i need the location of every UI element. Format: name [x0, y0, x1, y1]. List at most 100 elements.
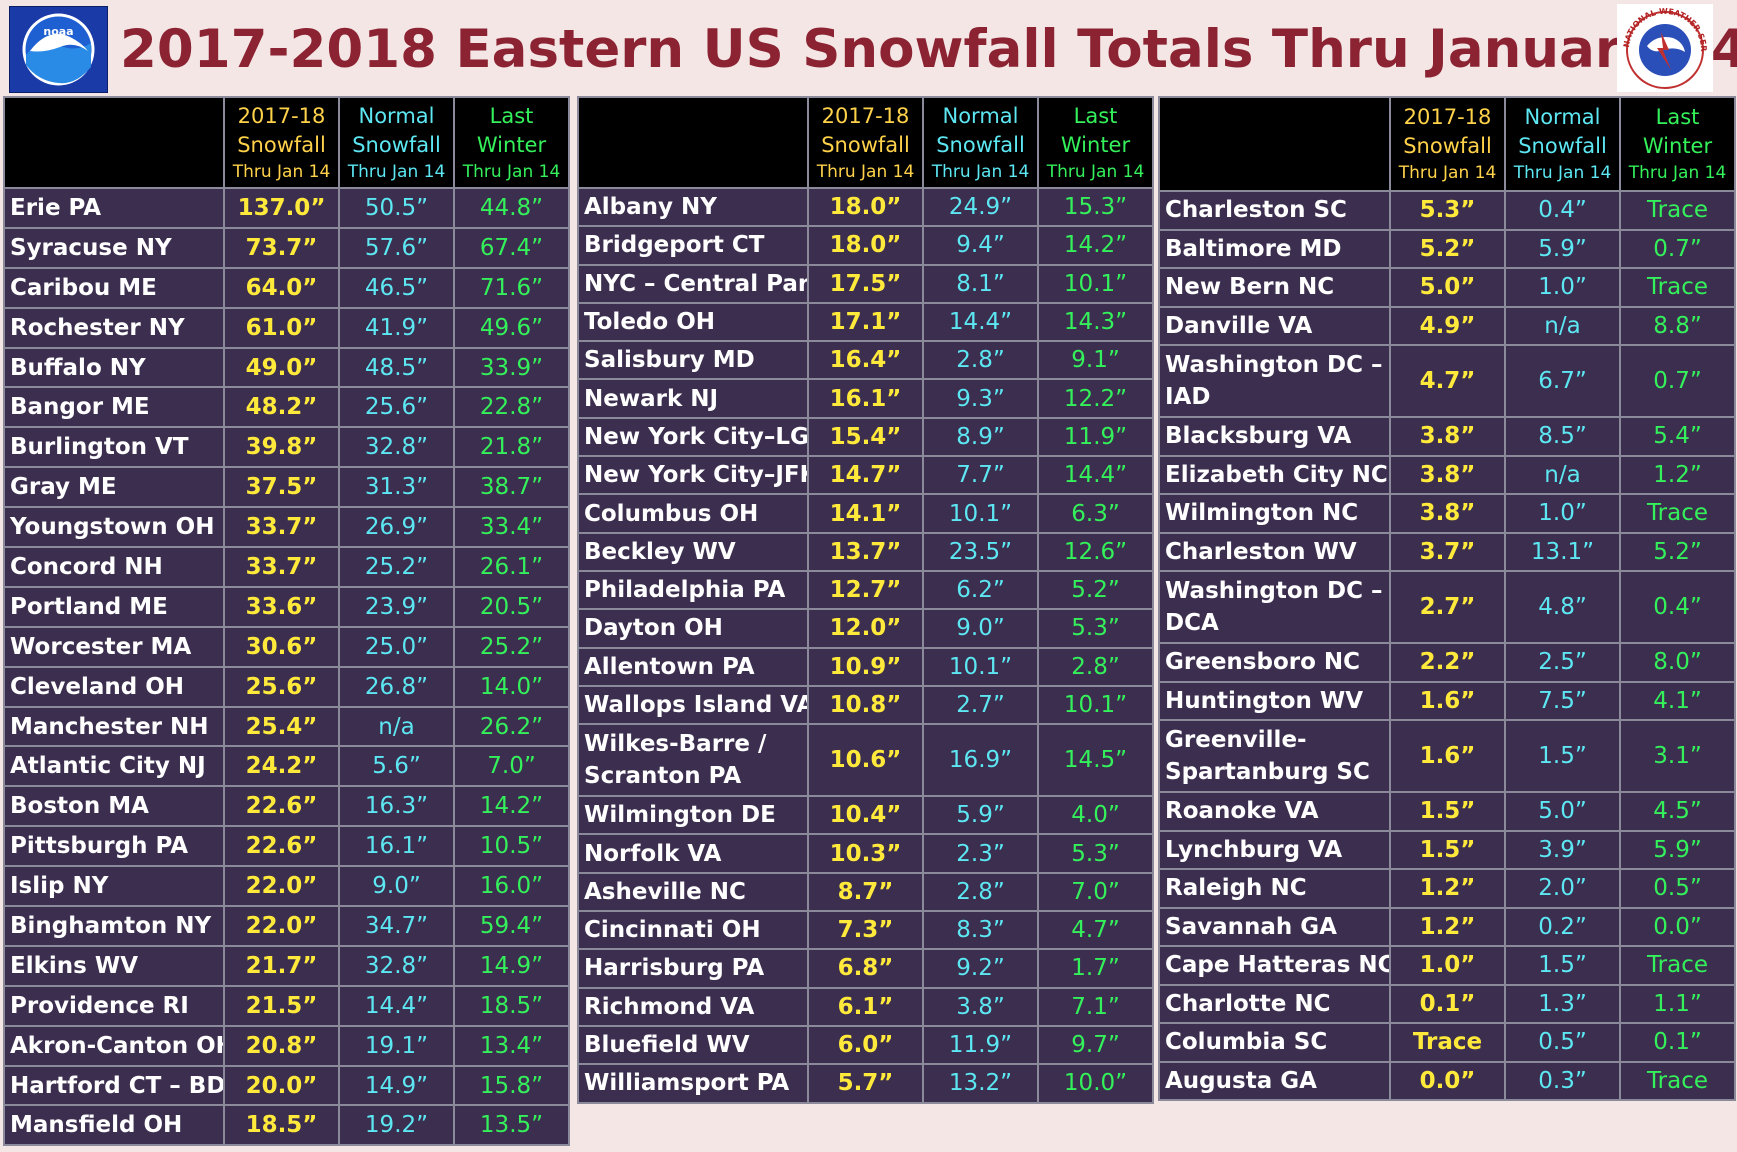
- city-cell: Concord NH: [3, 546, 225, 588]
- last-winter-cell: 0.4”: [1619, 570, 1736, 644]
- snowfall-cell: 33.7”: [223, 546, 340, 588]
- normal-cell: 7.7”: [922, 455, 1039, 496]
- city-cell: Allentown PA: [577, 646, 809, 687]
- table-body: Albany NY 18.0” 24.9” 15.3” Bridgeport CT 18.…: [577, 186, 1154, 1104]
- city-cell: Beckley WV: [577, 531, 809, 572]
- table-row: Binghamton NY 22.0” 34.7” 59.4”: [3, 905, 570, 947]
- snowfall-cell: 6.0”: [807, 1024, 924, 1066]
- snowfall-cell: 12.0”: [807, 608, 924, 649]
- snowfall-cell: 8.7”: [807, 871, 924, 913]
- city-cell: Elkins WV: [3, 944, 225, 987]
- table-row: Wilmington DE 10.4” 5.9” 4.0”: [577, 795, 1154, 836]
- header-normal: Normal Snowfall Thru Jan 14: [338, 96, 455, 189]
- table-row: Elkins WV 21.7” 32.8” 14.9”: [3, 944, 570, 987]
- table-row: Toledo OH 17.1” 14.4” 14.3”: [577, 301, 1154, 343]
- table-row: Augusta GA 0.0” 0.3” Trace: [1158, 1060, 1736, 1101]
- header-normal: Normal Snowfall Thru Jan 14: [1504, 96, 1621, 192]
- last-winter-cell: 14.5”: [1037, 723, 1154, 798]
- table-row: Mansfield OH 18.5” 19.2” 13.5”: [3, 1104, 570, 1147]
- snowfall-cell: 10.3”: [807, 833, 924, 874]
- table-row: Lynchburg VA 1.5” 3.9” 5.9”: [1158, 829, 1736, 870]
- last-winter-cell: 25.2”: [453, 625, 570, 668]
- table-row: Harrisburg PA 6.8” 9.2” 1.7”: [577, 948, 1154, 989]
- normal-cell: 2.8”: [922, 871, 1039, 913]
- city-cell: Raleigh NC: [1158, 868, 1391, 909]
- last-winter-cell: 4.7”: [1037, 910, 1154, 951]
- last-winter-cell: 11.9”: [1037, 416, 1154, 458]
- snowfall-cell: 21.7”: [223, 944, 340, 987]
- snowfall-cell: 7.3”: [807, 910, 924, 951]
- table-row: Syracuse NY 73.7” 57.6” 67.4”: [3, 226, 570, 269]
- header-last-winter: Last Winter Thru Jan 14: [453, 96, 570, 189]
- city-cell: Pittsburgh PA: [3, 825, 225, 868]
- normal-cell: 0.4”: [1504, 190, 1621, 231]
- last-winter-cell: 10.0”: [1037, 1063, 1154, 1104]
- last-winter-cell: 14.9”: [453, 944, 570, 987]
- last-winter-cell: 33.9”: [453, 346, 570, 389]
- table-row: Williamsport PA 5.7” 13.2” 10.0”: [577, 1063, 1154, 1104]
- normal-cell: n/a: [1504, 454, 1621, 495]
- snowfall-cell: 6.8”: [807, 948, 924, 989]
- table-row: Hartford CT – BDL 20.0” 14.9” 15.8”: [3, 1064, 570, 1107]
- normal-cell: 9.4”: [922, 225, 1039, 266]
- normal-cell: 14.9”: [338, 1064, 455, 1107]
- last-winter-cell: 9.7”: [1037, 1024, 1154, 1066]
- city-cell: New Bern NC: [1158, 267, 1391, 308]
- snowfall-cell: 16.4”: [807, 340, 924, 381]
- last-winter-cell: 5.3”: [1037, 833, 1154, 874]
- city-cell: Youngstown OH: [3, 506, 225, 549]
- last-winter-cell: 0.7”: [1619, 228, 1736, 269]
- city-cell: Savannah GA: [1158, 906, 1391, 947]
- normal-cell: 9.0”: [922, 608, 1039, 649]
- last-winter-cell: 5.9”: [1619, 829, 1736, 870]
- normal-cell: 31.3”: [338, 466, 455, 509]
- table-row: Richmond VA 6.1” 3.8” 7.1”: [577, 986, 1154, 1027]
- last-winter-cell: 2.8”: [1037, 646, 1154, 687]
- normal-cell: 0.2”: [1504, 906, 1621, 947]
- normal-cell: 16.1”: [338, 825, 455, 868]
- last-winter-cell: 12.2”: [1037, 378, 1154, 419]
- table-row: Beckley WV 13.7” 23.5” 12.6”: [577, 531, 1154, 572]
- snowfall-cell: 5.7”: [807, 1063, 924, 1104]
- normal-cell: 3.8”: [922, 986, 1039, 1027]
- last-winter-cell: 26.2”: [453, 705, 570, 748]
- header-last-winter: Last Winter Thru Jan 14: [1037, 96, 1154, 189]
- normal-cell: 5.9”: [922, 795, 1039, 836]
- snowfall-cell: 14.7”: [807, 455, 924, 496]
- last-winter-cell: 5.3”: [1037, 608, 1154, 649]
- table-row: Boston MA 22.6” 16.3” 14.2”: [3, 785, 570, 828]
- table-row: Atlantic City NJ 24.2” 5.6” 7.0”: [3, 745, 570, 788]
- normal-cell: 13.1”: [1504, 531, 1621, 572]
- normal-cell: n/a: [338, 705, 455, 748]
- city-cell: Wallops Island VA: [577, 684, 809, 726]
- normal-cell: 9.3”: [922, 378, 1039, 419]
- snowfall-cell: 64.0”: [223, 266, 340, 309]
- table-row: NYC – Central Park 17.5” 8.1” 10.1”: [577, 263, 1154, 304]
- city-cell: Rochester NY: [3, 306, 225, 349]
- table-row: Savannah GA 1.2” 0.2” 0.0”: [1158, 906, 1736, 947]
- table-row: Bridgeport CT 18.0” 9.4” 14.2”: [577, 225, 1154, 266]
- city-cell: Greensboro NC: [1158, 642, 1391, 683]
- snowfall-cell: 17.1”: [807, 301, 924, 343]
- table-row: Youngstown OH 33.7” 26.9” 33.4”: [3, 506, 570, 549]
- table-row: Cape Hatteras NC 1.0” 1.5” Trace: [1158, 945, 1736, 986]
- city-cell: Gray ME: [3, 466, 225, 509]
- snowfall-cell: 3.7”: [1389, 531, 1506, 572]
- snowfall-cell: 16.1”: [807, 378, 924, 419]
- normal-cell: 57.6”: [338, 226, 455, 269]
- city-cell: Worcester MA: [3, 625, 225, 668]
- table-row: Washington DC – DCA 2.7” 4.8” 0.4”: [1158, 570, 1736, 644]
- last-winter-cell: 7.0”: [1037, 871, 1154, 913]
- last-winter-cell: 49.6”: [453, 306, 570, 349]
- city-cell: Bluefield WV: [577, 1024, 809, 1066]
- normal-cell: 16.3”: [338, 785, 455, 828]
- last-winter-cell: 59.4”: [453, 905, 570, 947]
- city-cell: Harrisburg PA: [577, 948, 809, 989]
- table-row: Raleigh NC 1.2” 2.0” 0.5”: [1158, 868, 1736, 909]
- last-winter-cell: Trace: [1619, 1060, 1736, 1101]
- city-cell: Cape Hatteras NC: [1158, 945, 1391, 986]
- normal-cell: 2.5”: [1504, 642, 1621, 683]
- table-row: Worcester MA 30.6” 25.0” 25.2”: [3, 625, 570, 668]
- city-cell: Wilmington NC: [1158, 493, 1391, 534]
- city-cell: Erie PA: [3, 187, 225, 229]
